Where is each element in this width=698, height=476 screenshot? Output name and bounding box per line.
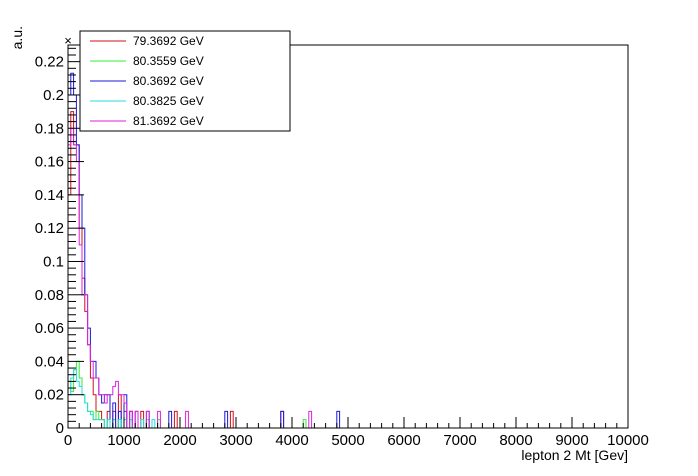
x-tick-label: 1000 [107,432,140,449]
x-tick-label: 6000 [387,432,420,449]
x-tick-label: 8000 [499,432,532,449]
x-tick-label: 2000 [163,432,196,449]
x-tick-label: 9000 [555,432,588,449]
x-tick-label: 7000 [443,432,476,449]
y-tick-label: 0.18 [35,120,64,137]
y-tick-label: 0.06 [35,320,64,337]
x-tick-label: 3000 [219,432,252,449]
x-tick-label: 5000 [331,432,364,449]
y-tick-label: 0.16 [35,154,64,171]
axis-layer: 0 1000 2000 3000 4000 5000 6000 7000 8000 9000 100… [35,47,649,449]
legend-label: 80.3692 GeV [133,74,204,88]
y-tick-label: 0.1 [43,253,64,270]
y-tick-label: 0.22 [35,54,64,71]
y-tick-label: 0 [56,420,64,437]
legend: 79.3692 GeV 80.3559 GeV 80.3692 GeV 80.3825… [79,30,291,132]
y-exponent-marker: × [64,33,72,48]
x-tick-label: 10000 [607,432,649,449]
x-tick-label: 4000 [275,432,308,449]
y-tick-label: 0.12 [35,220,64,237]
legend-label: 81.3692 GeV [133,114,204,128]
legend-label: 79.3692 GeV [133,34,204,48]
legend-label: 80.3559 GeV [133,54,204,68]
y-tick-label: 0.04 [35,353,64,370]
x-axis-title: lepton 2 Mt [Gev] [521,447,628,463]
y-tick-label: 0.08 [35,287,64,304]
y-tick-label: 0.14 [35,187,64,204]
y-axis-title: a.u. [9,26,25,49]
y-tick-label: 0.2 [43,87,64,104]
y-tick-label: 0.02 [35,387,64,404]
legend-label: 80.3825 GeV [133,94,204,108]
x-tick-label: 0 [64,432,72,449]
